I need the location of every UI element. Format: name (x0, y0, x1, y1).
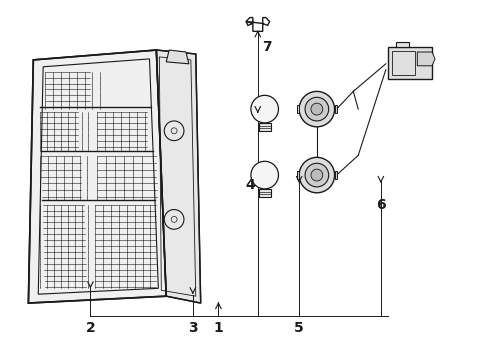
Polygon shape (303, 99, 331, 119)
Polygon shape (388, 47, 432, 78)
Polygon shape (335, 105, 337, 113)
Polygon shape (395, 42, 410, 47)
Text: 2: 2 (86, 321, 95, 335)
Circle shape (311, 103, 323, 115)
Text: 5: 5 (294, 321, 304, 335)
Text: 1: 1 (214, 321, 223, 335)
Polygon shape (297, 171, 299, 179)
Polygon shape (259, 189, 270, 197)
Polygon shape (166, 50, 189, 64)
Text: 4: 4 (245, 178, 255, 192)
Polygon shape (28, 50, 166, 303)
Polygon shape (417, 52, 435, 66)
Circle shape (251, 161, 278, 189)
Polygon shape (259, 123, 270, 131)
Text: 7: 7 (262, 40, 271, 54)
Text: 3: 3 (188, 321, 197, 335)
Polygon shape (156, 50, 201, 303)
Polygon shape (335, 171, 337, 179)
Circle shape (251, 95, 278, 123)
Circle shape (311, 169, 323, 181)
Polygon shape (297, 105, 299, 113)
Circle shape (305, 97, 329, 121)
Polygon shape (303, 165, 331, 185)
Circle shape (299, 91, 335, 127)
Circle shape (305, 163, 329, 187)
Text: 6: 6 (376, 198, 386, 212)
Circle shape (299, 157, 335, 193)
